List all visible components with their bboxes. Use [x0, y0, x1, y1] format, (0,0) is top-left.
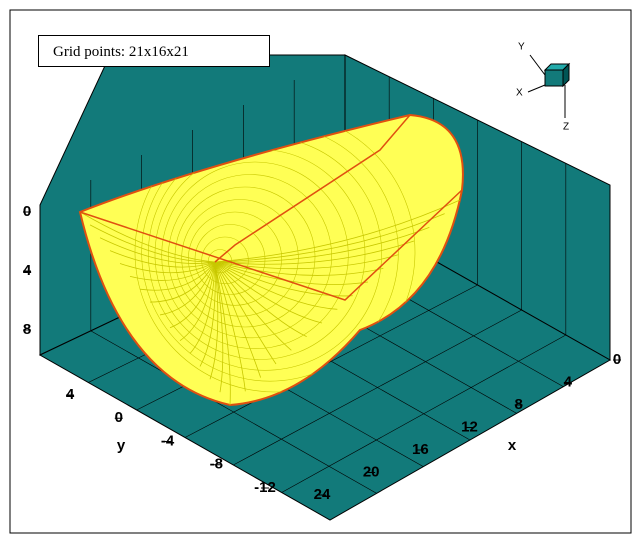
x-tick-label: 0	[613, 351, 621, 368]
y-tick-label: -8	[210, 456, 223, 473]
chart: 0 4 8 12 16 20 24 4 0 -4 -8 -12 0 4 8 x y Y X Z	[0, 0, 641, 544]
y-tick-label: -4	[161, 432, 175, 449]
x-tick-label: 20	[363, 463, 380, 480]
x-axis-label: x	[508, 437, 517, 454]
y-tick-label: 0	[115, 409, 123, 426]
x-tick-label: 12	[461, 418, 478, 435]
x-tick-label: 16	[412, 441, 429, 458]
z-tick-label: 4	[23, 262, 32, 279]
x-tick-label: 4	[564, 373, 573, 390]
grid-note: Grid points: 21x16x21	[38, 35, 270, 67]
y-axis-label: y	[117, 437, 126, 454]
y-tick-label: -12	[254, 479, 276, 496]
triad-y: Y	[518, 42, 525, 53]
x-tick-label: 8	[514, 396, 522, 413]
triad-z: Z	[563, 122, 569, 133]
y-tick-label: 4	[66, 386, 75, 403]
page: 0 4 8 12 16 20 24 4 0 -4 -8 -12 0 4 8 x y Y X Z Grid poi…	[0, 0, 641, 544]
triad-x: X	[516, 88, 523, 99]
z-tick-label: 0	[23, 203, 31, 220]
x-tick-label: 24	[314, 486, 331, 503]
z-tick-label: 8	[23, 321, 31, 338]
